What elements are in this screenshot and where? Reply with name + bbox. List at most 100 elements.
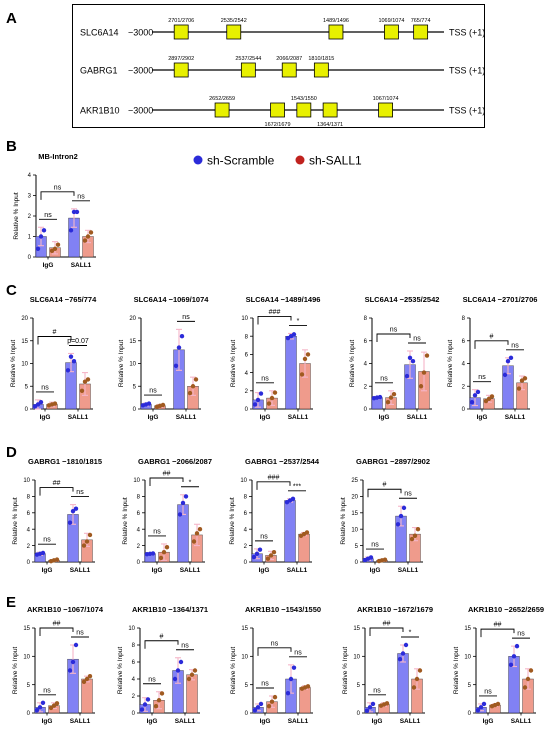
chart-8-y-tick-label-3: 6 [244,511,248,517]
chart-2-point-1-1-0 [187,390,193,396]
chart-6-point-0-1-0 [67,520,73,525]
chart-0-bracket-2 [40,191,75,200]
chart-10-title: AKR1B10 −1067/1074 [27,605,104,614]
chart-9-x-tick-label-0: IgG [370,567,381,574]
chart-14-point-0-1-0 [508,662,514,668]
chart-14-y-tick-label-1: 5 [468,683,472,689]
chart-4-y-tick-label-3: 6 [364,339,368,345]
chart-6-y-tick-label-2: 4 [27,527,31,533]
chart-8-y-tick-label-0: 0 [244,560,248,566]
chart-2-point-1-1-1 [190,384,196,389]
chart-6-bracket-2 [39,487,74,496]
binding-site-label-2-2: 1543/1550 [291,96,317,102]
chart-11-sig-label-0: ns [148,676,156,683]
chart-9-y-tick-label-1: 5 [355,544,359,550]
chart-8-bar-0-1 [284,500,296,563]
binding-site-box-2-1 [270,102,285,118]
chart-5-sig-label-0: ns [478,374,486,381]
chart-10-point-1-1-2 [87,673,93,679]
chart-11-point-1-1-1 [189,672,195,677]
chart-0-x-tick-label-1: SALL1 [71,262,92,269]
chart-13-point-1-1-2 [417,668,423,673]
chart-1-point-1-1-2 [85,377,91,382]
chart-10-point-0-0-1 [37,705,43,710]
chart-1-point-0-1-0 [65,368,71,373]
chart-13-y-tick-label-3: 15 [353,626,360,632]
chart-12-sig-label-1: ns [294,649,302,656]
chart-14-title: AKR1B10 −2652/2659 [468,605,544,614]
chart-14-bracket-2 [480,628,515,638]
chart-7-y-tick-label-5: 10 [133,478,140,484]
chart-0-y-tick-label-2: 2 [28,214,32,220]
chart-14-sig-label-2: ## [494,622,502,629]
chart-12-y-tick-label-2: 10 [241,655,248,661]
chart-6-y-label: Relative % Input [12,497,19,545]
schematic-gene-1: GABRG1 [80,66,118,76]
chart-10-point-0-0-0 [34,707,40,713]
chart-6-point-1-1-1 [84,539,90,544]
chart-4-point-0-1-2 [410,359,416,364]
chart-5-point-1-1-1 [519,378,525,383]
chart-11-y-tick-label-2: 4 [132,677,136,683]
chart-11-point-1-0-1 [156,698,162,703]
binding-site-box-2-4 [378,102,394,118]
chart-8-sig-label-0: ns [260,533,268,540]
chart-12-sig-label-0: ns [261,681,269,688]
chart-10-point-1-1-0 [81,679,87,685]
chart-4-point-1-1-1 [421,370,427,375]
chart-10-bar-1-1 [81,678,93,714]
chart-2-point-0-0-2 [146,401,152,406]
chart-10-bracket-2 [39,627,74,636]
chart-10-point-1-0-1 [51,703,57,708]
chart-5-y-label: Relative % Input [447,340,454,388]
chart-14-point-1-1-2 [528,668,534,673]
chart-9-point-0-0-2 [368,555,374,560]
chart-11-point-1-0-2 [159,691,165,696]
chart-0-sig-label-1: ns [77,193,85,200]
chart-10-point-1-0-2 [54,701,60,706]
chart-3-y-tick-label-0: 0 [245,407,249,413]
chart-9-y-tick-label-4: 20 [351,495,358,501]
chart-9-y-tick-label-0: 0 [355,560,359,566]
chart-2-point-1-0-2 [160,402,166,408]
chart-9-point-1-1-0 [409,536,415,542]
chart-8-y-tick-label-5: 10 [240,478,247,484]
chart-6-point-0-0-2 [40,550,46,556]
chart-7-y-tick-label-0: 0 [137,560,141,566]
chart-2-point-0-1-0 [173,363,179,368]
chart-0-point-1-1-1 [85,234,91,239]
chart-12-point-0-1-0 [285,690,291,696]
chart-6-point-0-1-1 [70,508,76,514]
chart-9-point-1-1-1 [412,533,418,538]
chart-9-y-label: Relative % Input [340,497,347,545]
chart-13-y-label: Relative % Input [342,647,349,695]
chart-8-bar-1-1 [298,533,310,563]
chart-6-y-tick-label-5: 10 [23,478,30,484]
chart-7-sig-label-1: * [189,479,192,486]
chart-5-point-0-1-1 [505,359,511,364]
chart-3-x-tick-label-0: IgG [260,414,271,421]
chart-8-sig-label-1: *** [293,483,301,490]
schematic-start-2: −3000 [128,106,153,116]
chart-8-x-tick-label-0: IgG [259,567,270,574]
chart-12-bracket-2 [257,647,292,656]
chart-5-y-tick-label-3: 6 [462,339,466,345]
chart-8-point-1-0-2 [271,549,277,555]
chart-9-sig-label-0: ns [371,542,379,549]
chart-11-y-tick-label-1: 2 [132,694,136,700]
chart-12-y-tick-label-0: 0 [245,711,249,717]
chart-1-x-tick-label-1: SALL1 [68,414,89,421]
chart-7-point-0-1-2 [183,494,189,499]
chart-14-sig-label-1: ns [517,631,525,638]
chart-5-y-tick-label-2: 4 [462,362,466,368]
chart-7-point-1-0-0 [158,555,164,561]
chart-10-y-tick-label-3: 15 [23,626,30,632]
chart-9-point-0-1-0 [395,522,401,527]
chart-14-point-0-0-1 [478,705,484,710]
chart-11-sig-label-2: # [160,633,164,640]
chart-13-point-0-0-2 [370,701,376,707]
chart-4-y-tick-label-0: 0 [364,407,368,413]
binding-site-box-2-2 [296,102,312,118]
schematic-tss-2: TSS (+1) [449,106,485,116]
chart-3-y-tick-label-2: 4 [245,371,249,377]
